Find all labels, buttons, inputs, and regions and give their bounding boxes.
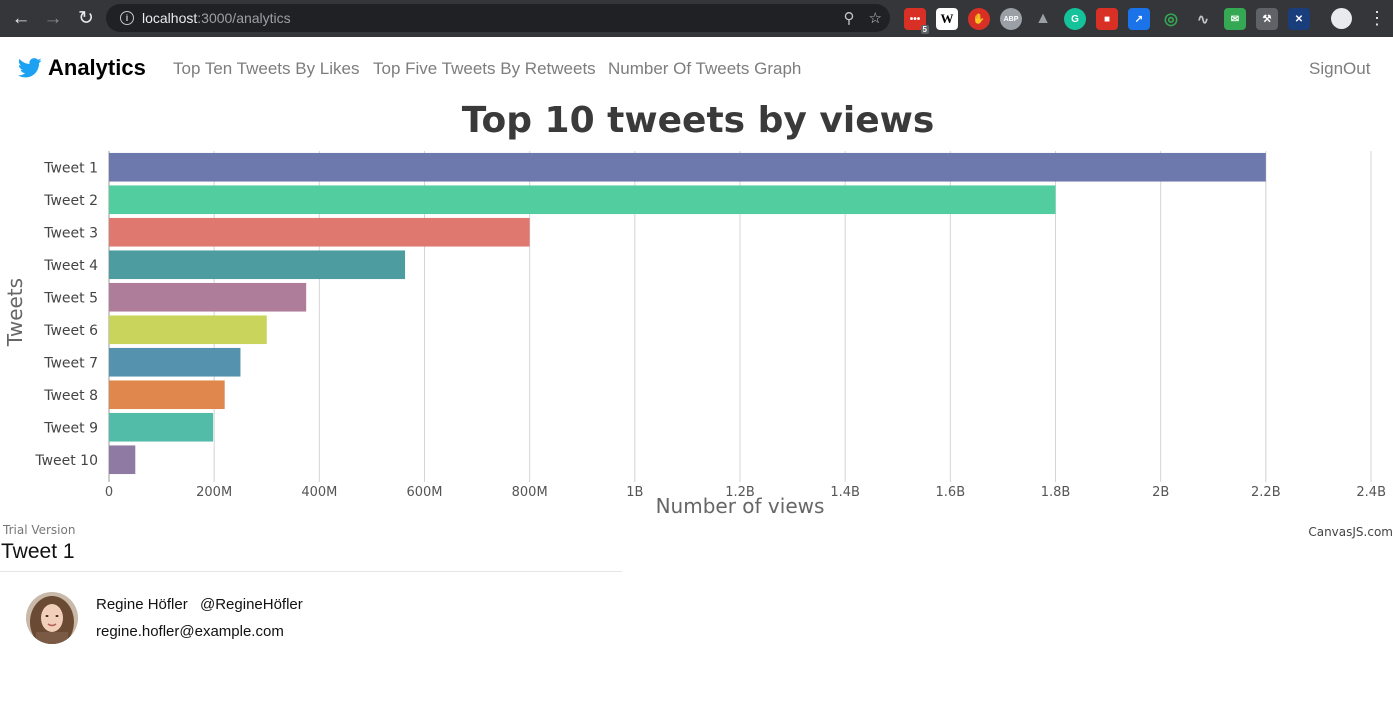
app-navbar: Analytics Top Ten Tweets By Likes Top Fi… [0,37,1393,99]
twitter-bird-icon [18,58,42,78]
y-tick-label: Tweet 2 [43,193,98,209]
target-extension-icon[interactable]: ◎ [1164,11,1178,28]
chart-title: Top 10 tweets by views [462,100,935,141]
brand[interactable]: Analytics [18,55,146,81]
avatar [26,592,78,644]
x-tick-label: 1B [626,485,643,500]
url-host: localhost [142,10,198,26]
mail-extension-icon[interactable]: ✉ [1224,8,1246,30]
y-tick-labels: Tweet 1 Tweet 2 Tweet 3 Tweet 4 Tweet 5 Tweet… [34,160,98,469]
bars [109,152,1266,475]
drive-extension-icon[interactable]: ▲ [1035,10,1051,27]
tools-extension-icon[interactable]: ⚒ [1256,8,1278,30]
x-tick-label: 0 [105,485,113,500]
bar-5[interactable] [109,282,307,312]
extension-icon[interactable]: ••• 5 [904,8,929,34]
back-button[interactable]: ← [11,7,31,29]
x-tick-label: 1.4B [830,485,860,500]
menu-kebab-icon[interactable]: ⋮ [1368,8,1386,28]
address-bar[interactable]: i localhost:3000/analytics ⚲ ☆ [106,4,890,32]
zoom-icon[interactable]: ⚲ [843,10,855,27]
grammarly-extension-icon[interactable]: G [1064,8,1086,30]
y-tick-label: Tweet 10 [34,453,98,469]
y-tick-label: Tweet 4 [43,258,98,274]
extensions-row: ••• 5 W ✋ ABP ▲ G ■ ↗ ◎ ∿ ✉ ⚒ ✕ [904,8,1310,34]
bar-10[interactable] [109,445,136,475]
tweet-heading: Tweet 1 [1,540,75,563]
y-axis-label: Tweets [3,278,27,347]
x-tick-labels: 0 200M 400M 600M 800M 1B 1.2B 1.4B 1.6B 1.8B 2B 2.2… [105,485,1386,500]
bar-4[interactable] [109,250,406,280]
pulse-extension-icon[interactable]: ∿ [1197,10,1209,27]
bar-8[interactable] [109,380,225,410]
puzzle-extension-icon[interactable]: ■ [1096,8,1118,30]
cross-extension-icon[interactable]: ✕ [1288,8,1310,30]
user-email[interactable]: regine.hofler@example.com [96,623,284,640]
brand-title: Analytics [48,55,146,80]
x-tick-label: 2.2B [1251,485,1281,500]
x-tick-label: 600M [406,485,442,500]
nav-link-top-retweets[interactable]: Top Five Tweets By Retweets [373,59,596,78]
url-path: :3000/analytics [197,10,291,26]
y-tick-label: Tweet 9 [43,420,98,436]
trial-version-label: Trial Version [3,523,76,537]
canvasjs-credit-link[interactable]: CanvasJS.com [1308,525,1393,539]
x-tick-label: 1.8B [1041,485,1071,500]
x-tick-label: 2B [1152,485,1169,500]
x-tick-label: 2.4B [1356,485,1386,500]
x-tick-label: 800M [512,485,548,500]
extension-badge: 5 [920,25,929,34]
y-tick-label: Tweet 3 [43,225,98,241]
nav-link-top-likes[interactable]: Top Ten Tweets By Likes [173,59,360,78]
x-tick-label: 400M [301,485,337,500]
y-tick-label: Tweet 7 [43,355,98,371]
adblock-extension-icon[interactable]: ABP [1000,8,1022,30]
x-axis-label: Number of views [656,494,825,518]
signout-link[interactable]: SignOut [1309,59,1371,78]
info-icon[interactable]: i [120,11,134,25]
views-bar-chart: Top 10 tweets by views Tweet 1 Tweet 2 Twe… [0,96,1393,541]
x-tick-label: 1.2B [725,485,755,500]
y-tick-label: Tweet 8 [43,388,98,404]
profile-avatar-icon[interactable] [1331,8,1352,29]
browser-toolbar: ← → ↻ i localhost:3000/analytics ⚲ ☆ •••… [0,0,1393,37]
forward-button[interactable]: → [43,7,63,29]
user-handle[interactable]: @RegineHöfler [200,596,303,613]
bar-2[interactable] [109,185,1056,215]
stop-extension-icon[interactable]: ✋ [968,8,990,30]
x-tick-label: 200M [196,485,232,500]
user-name: Regine Höfler [96,596,188,613]
y-tick-label: Tweet 1 [43,160,98,176]
reload-button[interactable]: ↻ [78,8,94,29]
url-text: localhost:3000/analytics [142,10,291,26]
bar-6[interactable] [109,315,267,345]
nav-link-tweets-graph[interactable]: Number Of Tweets Graph [608,59,802,78]
divider [0,571,622,572]
bar-7[interactable] [109,347,241,377]
bar-3[interactable] [109,217,530,247]
y-tick-label: Tweet 5 [43,290,98,306]
y-tick-label: Tweet 6 [43,323,98,339]
bar-9[interactable] [109,412,214,442]
bookmark-star-icon[interactable]: ☆ [868,10,882,27]
x-tick-label: 1.6B [936,485,966,500]
bar-1[interactable] [109,152,1266,182]
wikipedia-extension-icon[interactable]: W [936,8,958,30]
avatar-portrait-icon [26,592,78,644]
expand-extension-icon[interactable]: ↗ [1128,8,1150,30]
